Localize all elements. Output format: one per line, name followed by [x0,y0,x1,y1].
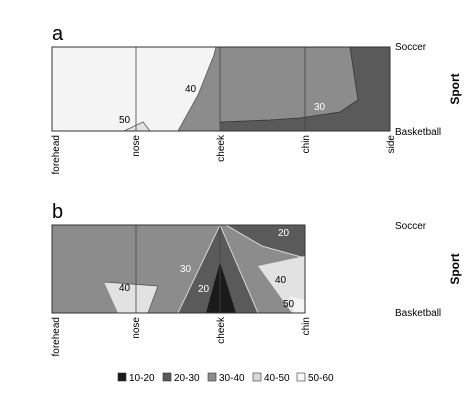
panel-a-x-tick-nose: nose [131,135,142,157]
panel-b-region-10-20 [206,262,236,313]
panel-a-contour-50 [123,121,151,132]
panel-b-contour-label: 50 [283,299,295,310]
legend-swatch [207,372,217,382]
legend-label: 20-30 [174,373,200,384]
panel-b-y-tick-basketball: Basketball [395,308,441,319]
panel-b-contour-label: 40 [119,283,131,294]
panel-a-x-tick-chin: chin [301,135,312,153]
panel-b-frame [51,224,306,314]
panel-b-contour-30-right [219,224,259,314]
panel-a-y-tick-soccer: Soccer [395,42,427,53]
legend-swatch [162,372,172,382]
panel-a-contour-40 [177,46,217,132]
panel-b-x-tick-forehead: forehead [51,317,62,356]
panel-a-contour-label: 40 [185,84,197,95]
panel-a: a 50 40 30 Soccer Basketball Sport foreh… [51,23,462,174]
legend-label: 40-50 [264,373,290,384]
panel-b-contour-label: 20 [278,228,290,239]
panel-b-contour-label: 20 [198,284,210,295]
legend-swatch [296,372,306,382]
panel-a-y-tick-basketball: Basketball [395,127,441,138]
panel-a-x-tick-forehead: forehead [51,135,62,174]
panel-a-x-ticks: forehead nose cheek chin side [51,134,397,174]
panel-a-letter: a [52,23,64,45]
panel-a-contour-30 [219,46,359,123]
panel-b-x-tick-cheek: cheek [216,316,227,344]
legend-label: 50-60 [308,373,334,384]
panel-b-x-tick-nose: nose [131,317,142,339]
panel-b-y-tick-soccer: Soccer [395,221,427,232]
panel-b-region-40-50-left [104,282,158,313]
panel-b-contour-30-left [177,224,221,314]
panel-a-contour-label: 30 [314,102,326,113]
panel-b-y-axis-title: Sport [448,253,462,284]
panel-b-x-tick-chin: chin [301,317,312,335]
panel-a-y-axis-title: Sport [448,73,462,104]
panel-b-region-20-30-center [178,225,258,313]
panel-a-region-20-30-right [220,47,390,131]
panel-b-contour-label: 30 [180,264,192,275]
legend: 10-20 20-30 30-40 40-50 50-60 [117,372,334,384]
panel-b: b 20 30 40 20 40 50 Soccer B [51,201,462,356]
panel-b-contour-40-left [103,281,159,314]
panel-a-x-tick-side: side [386,135,397,154]
legend-swatch [117,372,127,382]
legend-label: 10-20 [129,373,155,384]
panel-b-x-ticks: forehead nose cheek chin [51,316,312,356]
panel-a-frame [51,46,391,132]
panel-a-region-40-50 [124,122,150,131]
legend-swatch [252,372,262,382]
panel-b-contour-top [225,224,306,259]
panel-b-region-50-60 [290,296,305,313]
panel-b-letter: b [52,201,63,223]
panel-a-x-tick-cheek: cheek [216,134,227,162]
panel-a-contour-label: 50 [119,115,131,126]
legend-label: 30-40 [219,373,245,384]
panel-a-region-20-30 [220,47,358,122]
panel-b-contour-label: 40 [275,275,287,286]
panel-b-region-20-30-top [226,225,305,258]
